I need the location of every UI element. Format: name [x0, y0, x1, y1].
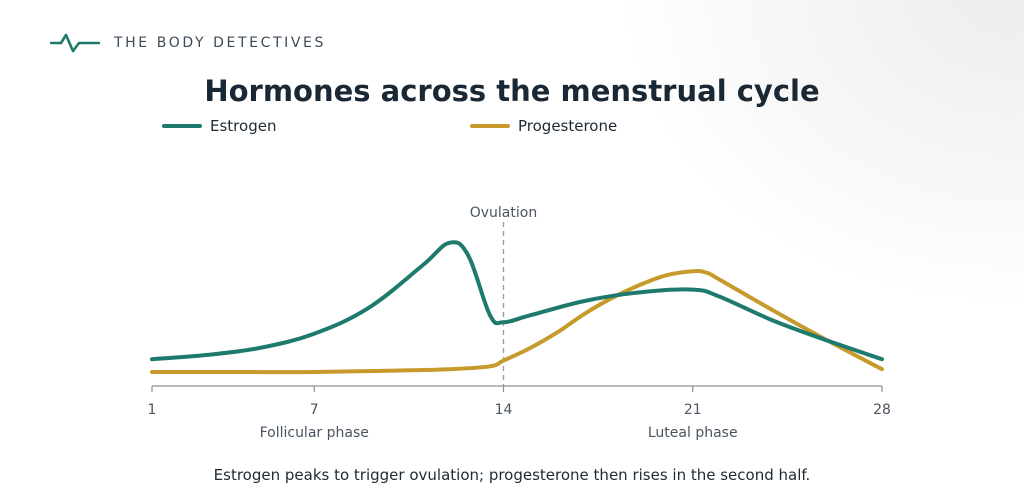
x-tick-label-28: 28: [873, 402, 891, 418]
series-line-estrogen: [150, 240, 884, 362]
brand: THE BODY DETECTIVES: [50, 32, 326, 54]
chart-caption: Estrogen peaks to trigger ovulation; pro…: [213, 466, 811, 484]
chart-title: Hormones across the menstrual cycle: [204, 74, 820, 108]
legend-label-progesterone: Progesterone: [518, 117, 618, 135]
x-tick-label-1: 1: [148, 402, 157, 418]
chart-area: 1 7 14 21 28 Follicular phase Luteal phase Ovul…: [148, 205, 891, 441]
legend-swatch-progesterone: [470, 124, 510, 128]
x-tick-label-21: 21: [684, 402, 702, 418]
x-tick-label-7: 7: [310, 402, 319, 418]
heartbeat-icon: [50, 33, 100, 53]
phase-label-follicular: Follicular phase: [260, 425, 369, 441]
phase-label-luteal: Luteal phase: [648, 425, 738, 441]
brand-name: THE BODY DETECTIVES: [114, 35, 326, 51]
legend-label-estrogen: Estrogen: [210, 117, 277, 135]
legend-item-estrogen: Estrogen: [162, 117, 276, 135]
legend-swatch-estrogen: [162, 124, 202, 128]
x-tick-label-14: 14: [495, 402, 513, 418]
legend-item-progesterone: Progesterone: [470, 117, 617, 135]
series-line-progesterone: [150, 268, 884, 375]
ovulation-label: Ovulation: [470, 205, 537, 221]
